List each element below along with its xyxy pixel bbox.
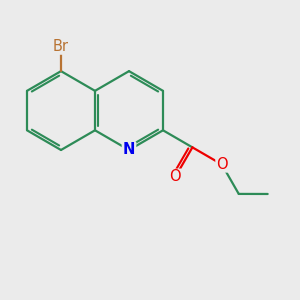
Text: N: N xyxy=(123,142,135,158)
Text: O: O xyxy=(216,157,228,172)
Text: O: O xyxy=(169,169,181,184)
Text: Br: Br xyxy=(53,39,69,54)
